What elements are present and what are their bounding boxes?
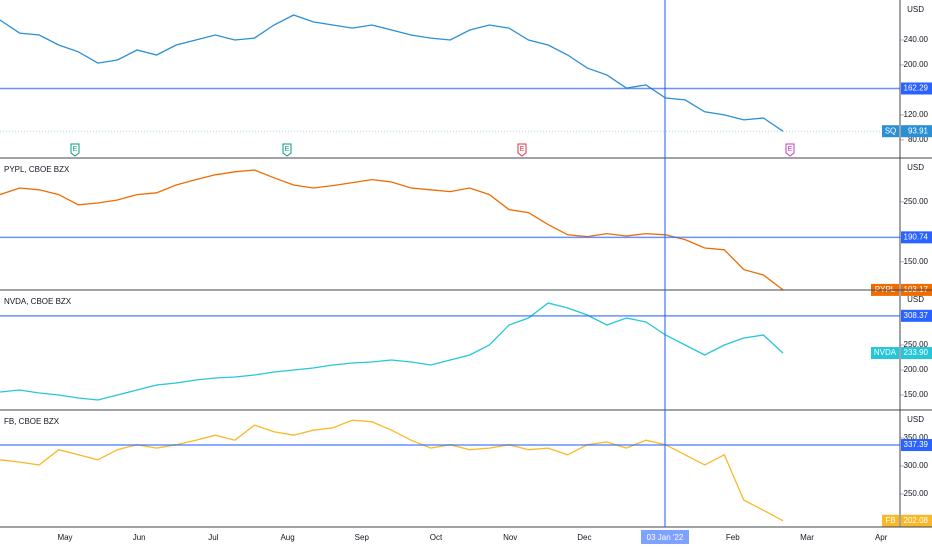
y-tick-label: 150.00 xyxy=(904,390,929,399)
symbol-label: SQ xyxy=(885,126,897,135)
symbol-tag xyxy=(882,514,899,527)
event-marker xyxy=(517,143,527,157)
event-marker xyxy=(282,143,292,157)
y-tick-label: 250.00 xyxy=(904,340,929,349)
y-tick-label: 150.00 xyxy=(904,257,929,266)
crosshair-label: 308.37 xyxy=(904,311,929,320)
crosshair-tag xyxy=(901,309,932,322)
unit-label: USD xyxy=(907,295,924,304)
x-tick-label: May xyxy=(57,533,72,542)
last-value-tag xyxy=(901,514,932,527)
last-value-label: 233.90 xyxy=(904,348,929,357)
event-label: E xyxy=(285,146,290,153)
unit-label: USD xyxy=(907,415,924,424)
y-tick-label: 250.00 xyxy=(904,489,929,498)
crosshair-label: 337.39 xyxy=(904,440,929,449)
x-tick-label: Dec xyxy=(577,533,591,542)
x-tick-label: Mar xyxy=(800,533,814,542)
price-line xyxy=(0,419,784,522)
y-tick-label: 80.00 xyxy=(908,135,929,144)
crosshair-tag xyxy=(901,439,932,452)
y-tick-label: 200.00 xyxy=(904,60,929,69)
event-label: E xyxy=(520,146,525,153)
symbol-label: FB xyxy=(885,516,895,525)
crosshair-tag xyxy=(901,82,932,95)
price-line xyxy=(0,302,784,401)
last-value-label: 202.08 xyxy=(904,516,929,525)
event-label: E xyxy=(73,146,78,153)
x-tick-label: Feb xyxy=(726,533,740,542)
x-tick-label: Oct xyxy=(430,533,443,542)
symbol-tag xyxy=(871,347,899,360)
event-marker xyxy=(785,143,795,157)
crosshair-label: 162.29 xyxy=(904,84,929,93)
crosshair-date-label: 03 Jan '22 xyxy=(647,533,684,542)
x-tick-label: Jul xyxy=(208,533,218,542)
y-tick-label: 200.00 xyxy=(904,365,929,374)
x-tick-label: Apr xyxy=(875,533,888,542)
y-tick-label: 120.00 xyxy=(904,110,929,119)
pane-title: NVDA, CBOE BZX xyxy=(4,297,72,306)
symbol-label: NVDA xyxy=(874,348,897,357)
unit-label: USD xyxy=(907,163,924,172)
crosshair-date-tag xyxy=(641,530,689,544)
pane-title: FB, CBOE BZX xyxy=(4,417,60,426)
pane-title: PYPL, CBOE BZX xyxy=(4,165,70,174)
price-line xyxy=(0,14,784,132)
unit-label: USD xyxy=(907,5,924,14)
event-label: E xyxy=(788,146,793,153)
crosshair-tag xyxy=(901,231,932,244)
last-value-label: 93.91 xyxy=(908,126,929,135)
crosshair-label: 190.74 xyxy=(904,232,929,241)
y-tick-label: 250.00 xyxy=(904,197,929,206)
last-value-tag xyxy=(901,347,932,360)
x-tick-label: Aug xyxy=(280,533,294,542)
y-tick-label: 300.00 xyxy=(904,461,929,470)
y-tick-label: 240.00 xyxy=(904,35,929,44)
event-marker xyxy=(70,143,80,157)
symbol-tag xyxy=(882,125,899,138)
x-tick-label: Jun xyxy=(133,533,146,542)
y-tick-label: 350.00 xyxy=(904,433,929,442)
price-line xyxy=(0,169,784,291)
x-tick-label: Nov xyxy=(503,533,517,542)
x-tick-label: Sep xyxy=(355,533,370,542)
last-value-tag xyxy=(901,125,932,138)
